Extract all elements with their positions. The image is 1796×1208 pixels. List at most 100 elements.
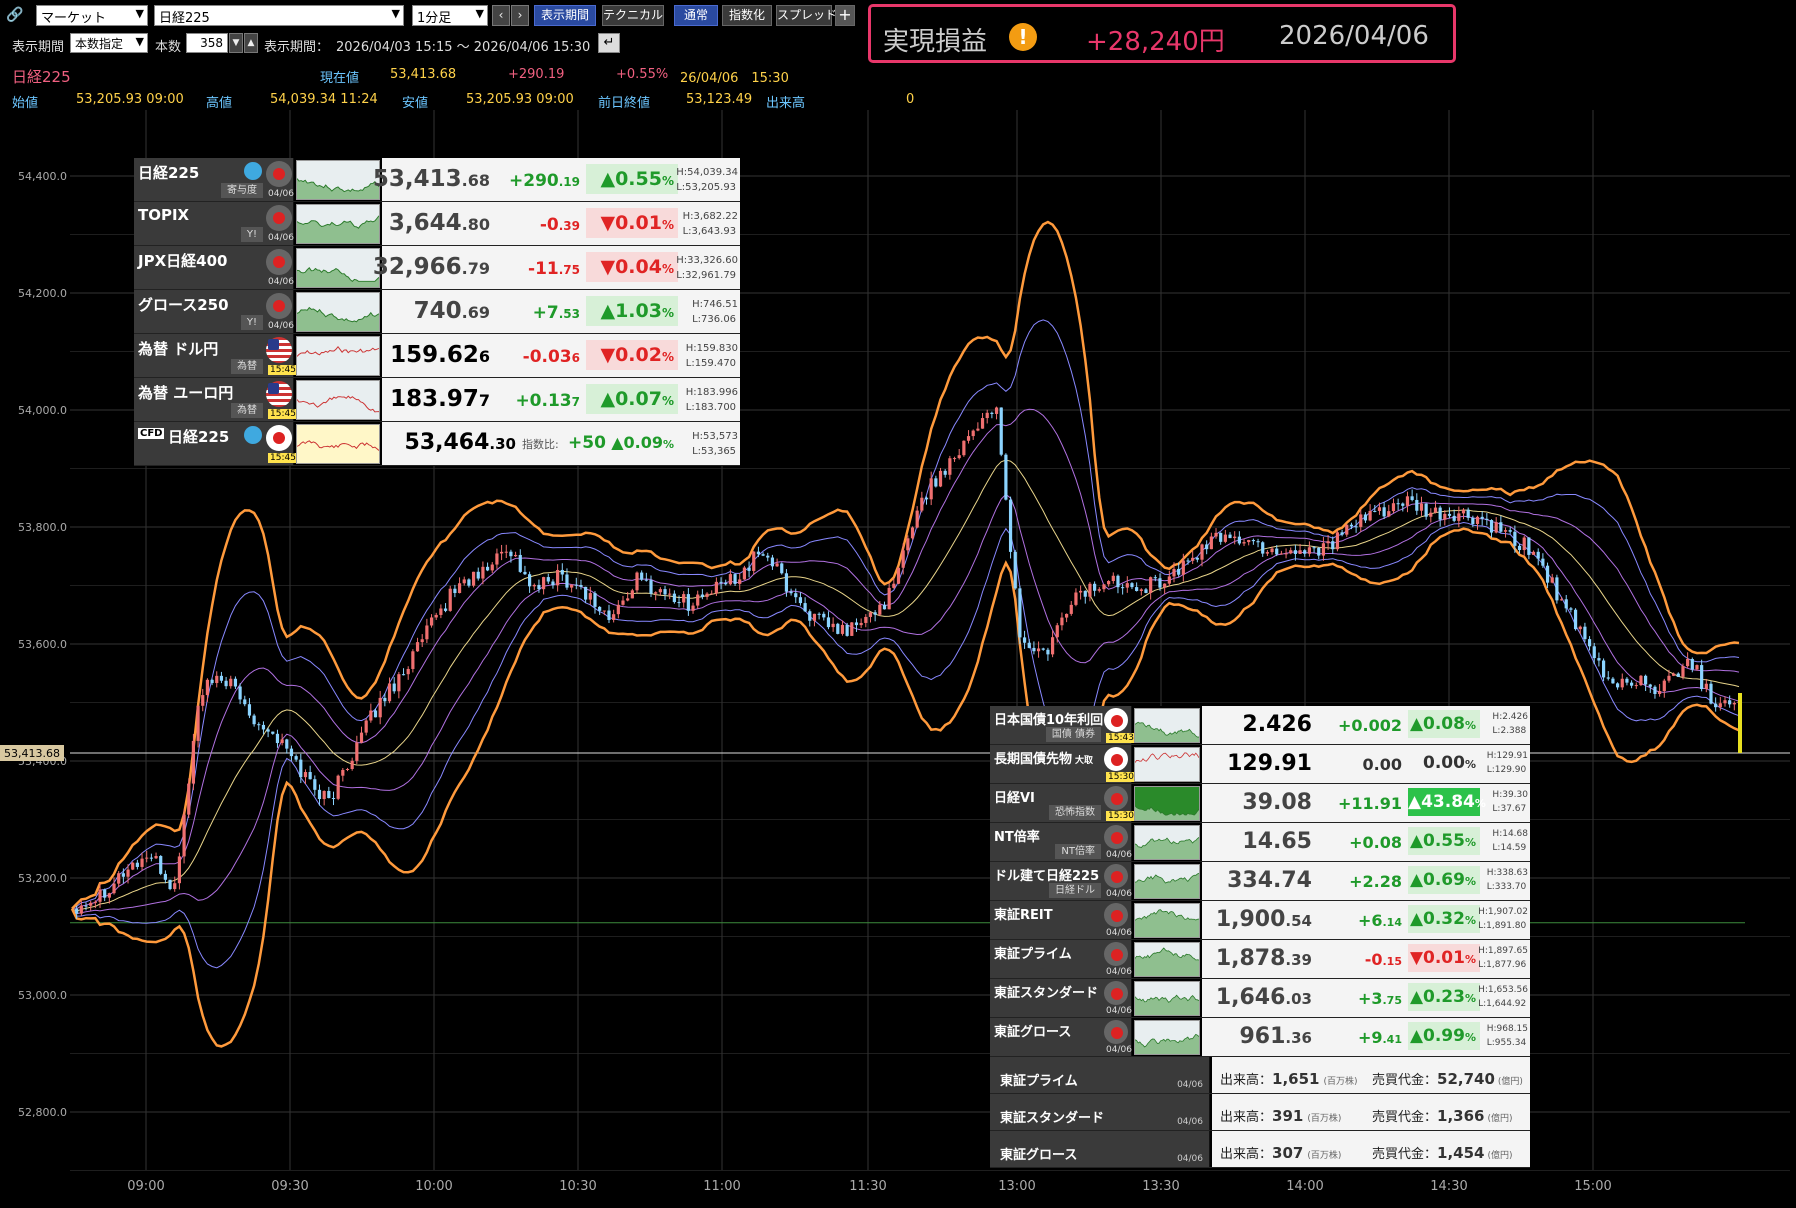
index-row[interactable]: グロース250 Y! 04/06 740.69 +7.53 ▲1.03% H:746.51 L… xyxy=(134,290,740,334)
market-row[interactable]: 東証グロース 04/06 961.36 +9.41 ▲0.99% H:968.15 L:95… xyxy=(990,1018,1530,1057)
record-icon xyxy=(266,205,292,231)
link-icon[interactable]: 🔗 xyxy=(6,7,24,23)
index-tag[interactable]: 為替 xyxy=(231,359,263,374)
pct-value: ▲0.08 xyxy=(1409,714,1465,734)
candle-body xyxy=(752,551,756,571)
market-tag[interactable]: NT倍率 xyxy=(1055,844,1101,859)
warning-icon[interactable]: ! xyxy=(1009,23,1037,51)
range-value: 2026/04/03 15:15 ～ 2026/04/06 15:30 xyxy=(336,40,591,55)
market-row[interactable]: ドル建て日経225 日経ドル 04/06 334.74 +2.28 ▲0.69% H:338… xyxy=(990,862,1530,901)
val-label: 売買代金： xyxy=(1372,1110,1438,1125)
market-change: +3.75 xyxy=(1358,989,1402,1008)
candle-body xyxy=(537,584,541,590)
market-tag[interactable]: 恐怖指数 xyxy=(1049,805,1101,820)
market-pct: 0.00% xyxy=(1408,749,1480,777)
market-values: 2.426 +0.002 ▲0.08% H:2.426 L:2.388 xyxy=(1202,706,1530,744)
candle-body xyxy=(135,862,139,867)
band-mid-lower xyxy=(71,521,1740,969)
change-int: 0.00 xyxy=(1362,755,1402,774)
market-row[interactable]: 東証プライム 04/06 1,878.39 -0.15 ▼0.01% H:1,897.65… xyxy=(990,940,1530,979)
technical-button[interactable]: テクニカル xyxy=(602,5,664,26)
change-dec: .41 xyxy=(1382,1033,1403,1046)
market-row[interactable]: 日本国債10年利回り 国債 債券 15:43 2.426 +0.002 ▲0.08% H:2… xyxy=(990,706,1530,745)
candle-body xyxy=(359,732,364,743)
index-button[interactable]: 指数化 xyxy=(722,5,772,26)
candle-body xyxy=(364,720,368,733)
spread-button[interactable]: スプレッド xyxy=(776,5,837,26)
count-down-button[interactable]: ▼ xyxy=(229,33,243,53)
cfd-row[interactable]: CFD 日経225 15:45 53,464.30 指数比: +50 ▲0.09% H:53,… xyxy=(134,422,740,466)
normal-button[interactable]: 通常 xyxy=(674,5,718,26)
index-time: 04/06 xyxy=(268,233,294,243)
index-row[interactable]: 日経225 寄与度 04/06 53,413.68 +290.19 ▲0.55% H:54,… xyxy=(134,158,740,202)
market-time: 15:30 xyxy=(1106,811,1136,821)
market-select[interactable]: マーケット ▼ xyxy=(36,5,148,26)
candle-body xyxy=(261,724,266,730)
volume-row: 東証グロース 04/06 出来高：307 (百万株) 売買代金：1,454 (億円) xyxy=(990,1131,1530,1168)
interval-select[interactable]: 1分足 ▼ xyxy=(412,5,488,26)
count-label: 本数 xyxy=(155,40,182,55)
index-tag[interactable]: 寄与度 xyxy=(221,183,263,198)
pct-suffix: % xyxy=(661,218,674,232)
market-change: 0.00 xyxy=(1363,755,1402,774)
prev-button[interactable]: ‹ xyxy=(492,5,510,26)
period-button[interactable]: 表示期間 xyxy=(534,5,596,26)
high-value: 54,039.34 11:24 xyxy=(270,92,378,107)
index-row[interactable]: 為替 ドル円 為替 15:45 159.626 -0.036 ▼0.02% H:159.83… xyxy=(134,334,740,378)
index-tag[interactable]: Y! xyxy=(240,227,263,242)
period-mode-select[interactable]: 本数指定 ▼ xyxy=(70,33,148,53)
candle-body xyxy=(957,455,961,459)
market-row[interactable]: 長期国債先物 大取 15:30 129.91 0.00 0.00% H:129.91 L:12… xyxy=(990,745,1530,784)
candle-body xyxy=(770,557,775,567)
high-value: H:746.51 xyxy=(692,299,738,310)
us-flag-icon xyxy=(266,381,292,407)
candle-body xyxy=(710,593,714,595)
candle-body xyxy=(1391,503,1396,512)
candle-body xyxy=(878,604,882,615)
index-panel: 日経225 寄与度 04/06 53,413.68 +290.19 ▲0.55% H:54,… xyxy=(134,158,740,466)
x-share-icon[interactable] xyxy=(244,162,262,180)
pct-suffix: % xyxy=(661,262,674,276)
x-share-icon[interactable] xyxy=(244,426,262,444)
market-tag[interactable]: 国債 債券 xyxy=(1045,727,1101,742)
index-values: 740.69 +7.53 ▲1.03% H:746.51 L:736.06 xyxy=(382,290,740,333)
candle-body xyxy=(672,593,676,603)
next-button[interactable]: › xyxy=(511,5,529,26)
candle-body xyxy=(369,710,373,721)
index-row[interactable]: TOPIX Y! 04/06 3,644.80 -0.39 ▼0.01% H:3,682.2… xyxy=(134,202,740,246)
candle-body xyxy=(570,584,574,588)
candle-body xyxy=(1513,531,1517,546)
candle-body xyxy=(682,594,686,603)
high-low: H:2.426 L:2.388 xyxy=(1492,710,1528,738)
market-row[interactable]: NT倍率 NT倍率 04/06 14.65 +0.08 ▲0.55% H:14.68 L:14… xyxy=(990,823,1530,862)
index-tag[interactable]: Y! xyxy=(240,315,263,330)
market-pct: ▲0.99% xyxy=(1408,1022,1480,1050)
candle-body xyxy=(1438,507,1442,520)
index-row[interactable]: JPX日経400 04/06 32,966.79 -11.75 ▼0.04% H:33,3… xyxy=(134,246,740,290)
pct-value: 0.00 xyxy=(1423,753,1465,773)
index-name-cell: 為替 ユーロ円 為替 15:45 xyxy=(134,378,298,421)
pct-value: ▼0.01 xyxy=(600,212,662,234)
vol-value: 391 xyxy=(1272,1107,1304,1125)
market-row[interactable]: 東証REIT 04/06 1,900.54 +6.14 ▲0.32% H:1,907.02… xyxy=(990,901,1530,940)
candle-body xyxy=(392,683,396,692)
candle-body xyxy=(79,905,83,914)
price-int: 3,644 xyxy=(388,210,462,236)
market-row[interactable]: 東証スタンダード 04/06 1,646.03 +3.75 ▲0.23% H:1,653.… xyxy=(990,979,1530,1018)
band-outer-lower xyxy=(70,527,1740,1048)
count-input[interactable]: 358 xyxy=(186,33,228,53)
market-name-sub: 大取 xyxy=(1075,756,1094,766)
candle-body xyxy=(1083,590,1087,597)
index-tag[interactable]: 為替 xyxy=(231,403,263,418)
add-button[interactable]: + xyxy=(835,5,855,26)
count-up-button[interactable]: ▲ xyxy=(244,33,258,53)
refresh-button[interactable]: ↵ xyxy=(598,33,620,53)
index-row[interactable]: 為替 ユーロ円 為替 15:45 183.977 +0.137 ▲0.07% H:183.9… xyxy=(134,378,740,422)
market-tag[interactable]: 日経ドル xyxy=(1049,883,1101,898)
volume-time: 04/06 xyxy=(1177,1154,1203,1164)
symbol-select[interactable]: 日経225 ▼ xyxy=(154,5,404,26)
market-row[interactable]: 日経VI 恐怖指数 15:30 39.08 +11.91 ▲43.84% H:39.30 L:… xyxy=(990,784,1530,823)
prev-close-label: 前日終値 xyxy=(598,96,651,111)
candle-body xyxy=(518,554,522,572)
market-price: 334.74 xyxy=(1227,868,1312,893)
